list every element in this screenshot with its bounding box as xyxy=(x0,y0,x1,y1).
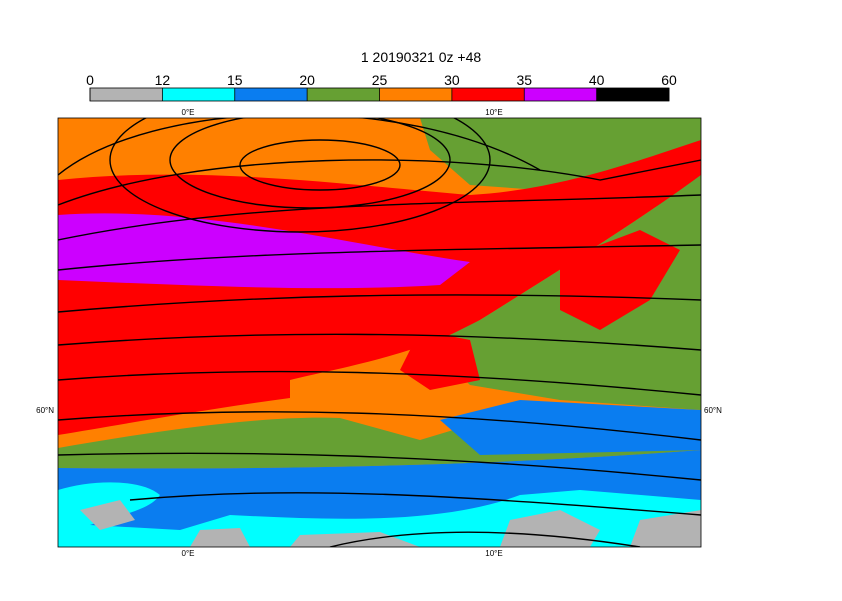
colorbar-tick-label: 60 xyxy=(661,72,677,88)
colorbar-tick-label: 40 xyxy=(589,72,605,88)
colorbar-tick-label: 30 xyxy=(444,72,460,88)
isobar xyxy=(58,194,701,241)
longitude-label: 10°E xyxy=(485,549,502,558)
colorbar-bin xyxy=(451,88,525,101)
colorbar-bin xyxy=(596,88,669,101)
longitude-label: 0°E xyxy=(182,108,195,117)
isobar xyxy=(58,333,701,351)
isobar xyxy=(58,452,701,481)
colorbar-bin xyxy=(379,88,452,101)
isobar xyxy=(58,118,541,176)
colorbar-bin xyxy=(524,88,597,101)
colorbar-tick-label: 15 xyxy=(227,72,243,88)
isobar xyxy=(58,159,701,206)
isobar xyxy=(58,370,701,396)
isobar xyxy=(109,118,491,233)
isobar xyxy=(169,118,451,209)
map-title: 1 20190321 0z +48 xyxy=(361,49,481,65)
isobar xyxy=(58,294,701,313)
longitude-label: 10°E xyxy=(485,108,502,117)
field-region xyxy=(58,213,470,289)
colorbar-bin xyxy=(90,88,163,101)
isobar xyxy=(329,531,641,547)
latitude-label: 60°N xyxy=(704,406,722,415)
map-frame xyxy=(57,117,702,548)
isobar xyxy=(239,139,401,191)
field-region xyxy=(400,230,680,390)
colorbar-tick-label: 20 xyxy=(299,72,315,88)
latitude-label: 60°N xyxy=(36,406,54,415)
colorbar-tick-label: 12 xyxy=(155,72,171,88)
isobar xyxy=(58,244,701,271)
longitude-label: 0°E xyxy=(182,549,195,558)
colorbar-tick-label: 0 xyxy=(86,72,94,88)
colorbar-bin xyxy=(307,88,380,101)
colorbar-bin xyxy=(234,88,308,101)
isobar xyxy=(129,492,701,516)
map xyxy=(58,118,701,547)
colorbar-tick-label: 35 xyxy=(516,72,532,88)
isobar xyxy=(58,411,701,441)
colorbar: 0 12 15 20 25 30 35 40 60 xyxy=(86,72,677,102)
colorbar-tick-label: 25 xyxy=(372,72,388,88)
colorbar-bin xyxy=(162,88,235,101)
